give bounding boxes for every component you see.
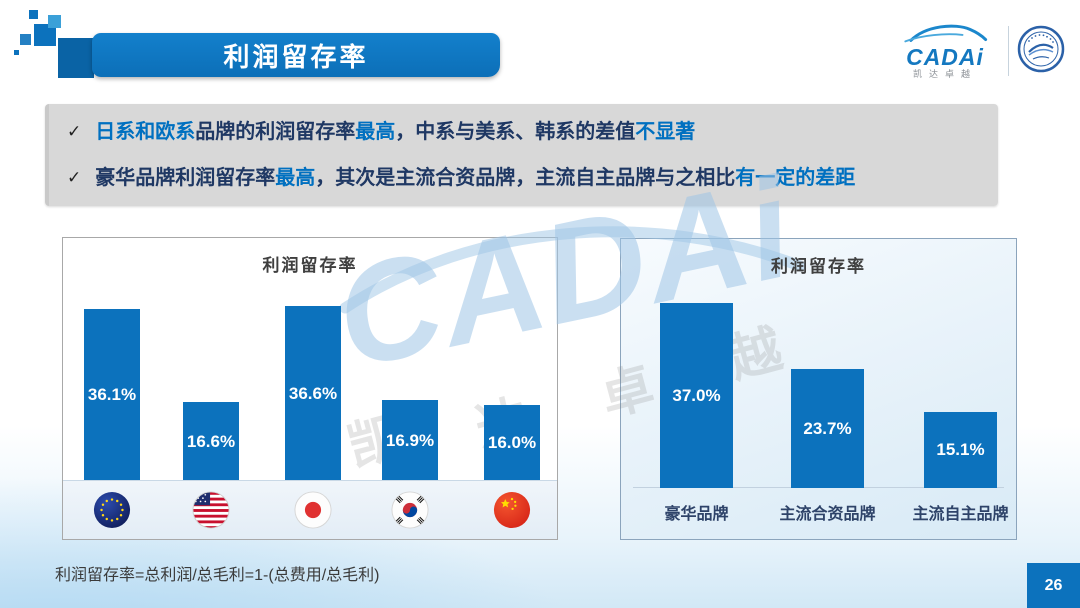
us-flag-icon bbox=[192, 491, 230, 529]
brand-logo: CADAi 凯达卓越 bbox=[892, 20, 1068, 80]
insight-highlight-text: 最高 bbox=[355, 121, 396, 143]
page-number-box: 26 bbox=[1027, 563, 1080, 608]
korea-flag-icon bbox=[391, 491, 429, 529]
bar: 16.6% bbox=[183, 402, 239, 481]
insight-text-segment: 豪华品牌利润留存率 bbox=[95, 167, 276, 189]
insight-highlight-text: 日系和欧系 bbox=[95, 121, 196, 143]
eu-flag-icon bbox=[93, 491, 131, 529]
deco-square-icon bbox=[20, 34, 31, 45]
insight-highlight-text: 不显著 bbox=[635, 121, 696, 143]
page-number: 26 bbox=[1044, 576, 1063, 594]
flag-strip bbox=[63, 480, 557, 539]
deco-square-icon bbox=[48, 15, 61, 28]
deco-square-icon bbox=[29, 10, 38, 19]
bar-value-label: 37.0% bbox=[672, 385, 721, 405]
chart-title: 利润留存率 bbox=[262, 256, 358, 275]
bar: 16.9% bbox=[382, 400, 438, 481]
bar: 23.7% bbox=[791, 369, 864, 488]
check-icon: ✓ bbox=[67, 168, 82, 187]
bar: 37.0% bbox=[660, 303, 733, 488]
category-label: 豪华品牌 bbox=[664, 506, 729, 523]
insight-highlight-text: 有一定的差距 bbox=[735, 167, 856, 189]
deco-square-icon bbox=[14, 50, 19, 55]
bar-value-label: 36.6% bbox=[288, 383, 338, 403]
japan-flag-icon bbox=[294, 491, 332, 529]
bar-value-label: 16.0% bbox=[487, 433, 537, 452]
insight-text-segment: ，中系与美系、韩系的差值 bbox=[395, 121, 636, 143]
bars-area: 37.0% 23.7% 15.1% 豪华品牌 主流合资品牌 主流自主品牌 bbox=[621, 239, 1016, 539]
category-label: 主流自主品牌 bbox=[912, 506, 1009, 523]
insight-row: ✓ 豪华品牌利润留存率最高，其次是主流合资品牌，主流自主品牌与之相比有一定的差距 bbox=[67, 167, 998, 189]
bars-area: 36.1% 16.6% 36.6% 16.9% 16.0% bbox=[63, 238, 557, 539]
bar: 36.1% bbox=[84, 309, 140, 481]
insight-text-1: 日系和欧系品牌的利润留存率最高，中系与美系、韩系的差值不显著 bbox=[95, 121, 695, 143]
bar-value-label: 23.7% bbox=[803, 418, 852, 438]
page-title: 利润留存率 bbox=[223, 41, 369, 72]
car-silhouette-icon bbox=[904, 24, 988, 43]
bar-value-label: 16.6% bbox=[186, 431, 236, 451]
insight-box: ✓ 日系和欧系品牌的利润留存率最高，中系与美系、韩系的差值不显著 ✓ 豪华品牌利… bbox=[45, 104, 998, 206]
association-badge-icon bbox=[1017, 25, 1065, 73]
divider bbox=[1008, 26, 1009, 76]
deco-square-icon bbox=[58, 38, 94, 78]
deco-square-icon bbox=[34, 24, 56, 46]
bar: 36.6% bbox=[285, 306, 341, 481]
insight-text-segment: ，其次是主流合资品牌，主流自主品牌与之相比 bbox=[315, 167, 736, 189]
insight-text-2: 豪华品牌利润留存率最高，其次是主流合资品牌，主流自主品牌与之相比有一定的差距 bbox=[95, 167, 855, 189]
bar: 15.1% bbox=[924, 412, 997, 488]
category-label: 主流合资品牌 bbox=[779, 506, 876, 523]
insight-text-segment: 品牌的利润留存率 bbox=[195, 121, 356, 143]
chart-card-country: 利润留存率 36.1% 16.6% 36.6% 16.9% 16.0% bbox=[62, 237, 558, 540]
bar-value-label: 15.1% bbox=[936, 440, 985, 459]
brand-name: CADAi bbox=[906, 44, 984, 70]
insight-highlight-text: 最高 bbox=[275, 167, 316, 189]
chart-card-brand-tier: 利润留存率 37.0% 23.7% 15.1% 豪华品牌 主流合资品牌 主流自主品牌 bbox=[620, 238, 1017, 540]
footnote-formula: 利润留存率=总利润/总毛利=1-(总费用/总毛利) bbox=[55, 567, 380, 584]
brand-subtitle: 凯达卓越 bbox=[912, 69, 977, 79]
title-banner: 利润留存率 bbox=[92, 33, 500, 77]
insight-row: ✓ 日系和欧系品牌的利润留存率最高，中系与美系、韩系的差值不显著 bbox=[67, 121, 998, 143]
bar-value-label: 36.1% bbox=[87, 385, 137, 404]
bar: 16.0% bbox=[484, 405, 540, 481]
china-flag-icon bbox=[493, 491, 531, 529]
check-icon: ✓ bbox=[67, 122, 82, 141]
bar-value-label: 16.9% bbox=[385, 430, 435, 450]
